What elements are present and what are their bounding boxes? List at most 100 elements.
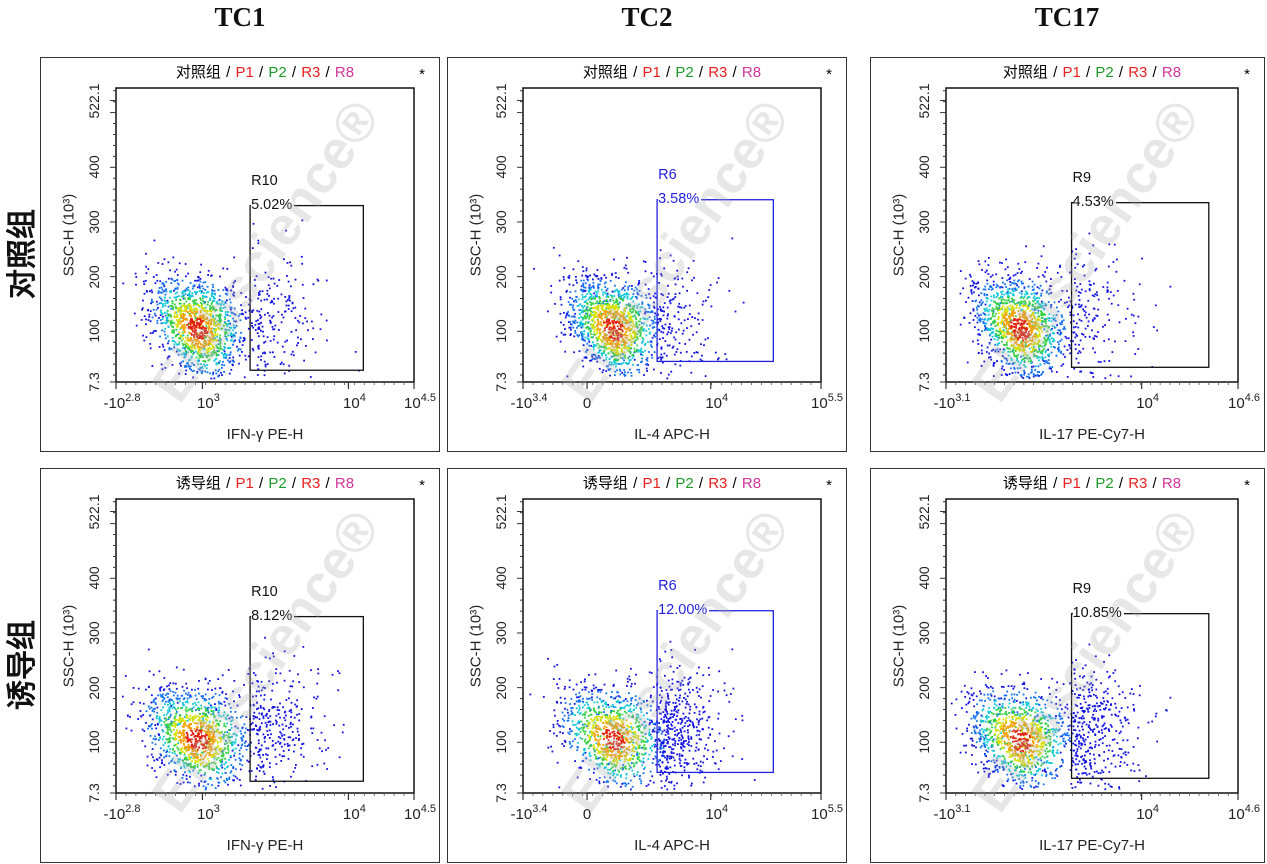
event-dot — [580, 289, 582, 291]
event-dot — [616, 288, 618, 291]
event-dot — [195, 307, 197, 310]
event-dot — [1028, 320, 1030, 322]
event-dot — [219, 314, 222, 317]
event-dot — [998, 297, 1001, 300]
event-dot — [177, 310, 179, 313]
event-dot — [1028, 301, 1031, 303]
event-dot — [632, 355, 635, 357]
event-dot — [606, 287, 609, 290]
event-dot — [1022, 311, 1025, 313]
event-dot — [1032, 373, 1035, 375]
event-dot — [621, 323, 623, 326]
event-dot — [1023, 335, 1026, 338]
event-dot — [161, 299, 163, 302]
event-dot — [233, 361, 235, 363]
event-dot — [606, 324, 609, 326]
event-dot — [232, 329, 235, 332]
event-dot — [294, 703, 297, 706]
event-dot — [695, 331, 698, 334]
event-dot — [290, 264, 293, 267]
event-dot — [226, 347, 229, 350]
event-dot — [1025, 335, 1027, 338]
event-dot — [1002, 302, 1005, 305]
event-dot — [180, 317, 182, 320]
event-dot — [609, 348, 612, 351]
event-dot — [177, 309, 180, 312]
event-dot — [164, 305, 167, 307]
event-dot — [186, 323, 188, 326]
event-dot — [555, 335, 558, 338]
event-dot — [205, 322, 208, 325]
event-dot — [211, 346, 214, 349]
event-dot — [647, 328, 650, 331]
event-dot — [1002, 348, 1005, 351]
event-dot — [178, 343, 180, 346]
event-dot — [628, 355, 631, 358]
event-dot — [181, 310, 184, 312]
event-dot — [1038, 330, 1041, 333]
gate-rectangle — [1070, 202, 1210, 368]
event-dot — [668, 344, 671, 347]
event-dot — [257, 680, 259, 683]
event-dot — [316, 278, 319, 281]
event-dot — [660, 346, 663, 349]
event-dot — [196, 291, 199, 294]
event-dot — [1018, 316, 1021, 319]
event-dot — [598, 301, 601, 304]
event-dot — [1060, 323, 1063, 326]
event-dot — [205, 342, 208, 345]
event-dot — [1019, 324, 1022, 326]
event-dot — [167, 326, 170, 328]
event-dot — [211, 295, 213, 297]
event-dot — [596, 339, 599, 342]
event-dot — [742, 301, 745, 304]
event-dot — [1023, 317, 1026, 320]
event-dot — [232, 293, 234, 296]
event-dot — [589, 274, 591, 277]
event-dot — [1088, 280, 1091, 283]
event-dot — [1022, 354, 1025, 357]
event-dot — [301, 283, 304, 286]
event-dot — [1003, 332, 1006, 335]
event-dot — [577, 260, 580, 263]
event-dot — [631, 354, 633, 357]
event-dot — [995, 306, 998, 308]
plot-area — [940, 87, 1239, 389]
event-dot — [651, 346, 653, 348]
event-dot — [199, 352, 201, 355]
event-dot — [1044, 303, 1047, 305]
event-dot — [153, 312, 156, 315]
event-dot — [620, 341, 623, 343]
event-dot — [596, 337, 599, 339]
event-dot — [258, 754, 261, 756]
event-dot — [592, 333, 595, 336]
event-dot — [1117, 375, 1120, 378]
event-dot — [959, 270, 962, 272]
event-dot — [183, 323, 186, 326]
event-dot — [662, 327, 664, 329]
event-dot — [1032, 297, 1035, 299]
event-dot — [596, 295, 598, 298]
event-dot — [567, 301, 570, 303]
event-dot — [174, 270, 176, 273]
event-dot — [573, 309, 576, 311]
event-dot — [628, 361, 631, 364]
event-dot — [624, 336, 627, 339]
event-dot — [563, 311, 565, 314]
event-dot — [269, 785, 271, 787]
event-dot — [619, 335, 622, 338]
event-dot — [207, 346, 210, 349]
event-dot — [281, 735, 283, 737]
event-dot — [625, 281, 627, 284]
event-dot — [1033, 309, 1036, 312]
event-dot — [1020, 290, 1023, 293]
event-dot — [989, 356, 992, 358]
event-dot — [1001, 314, 1003, 317]
event-dot — [221, 363, 223, 366]
event-dot — [326, 339, 328, 342]
event-dot — [1018, 268, 1021, 270]
event-dot — [189, 309, 192, 312]
event-dot — [318, 747, 321, 750]
event-dot — [979, 317, 981, 320]
event-dot — [1013, 366, 1015, 369]
